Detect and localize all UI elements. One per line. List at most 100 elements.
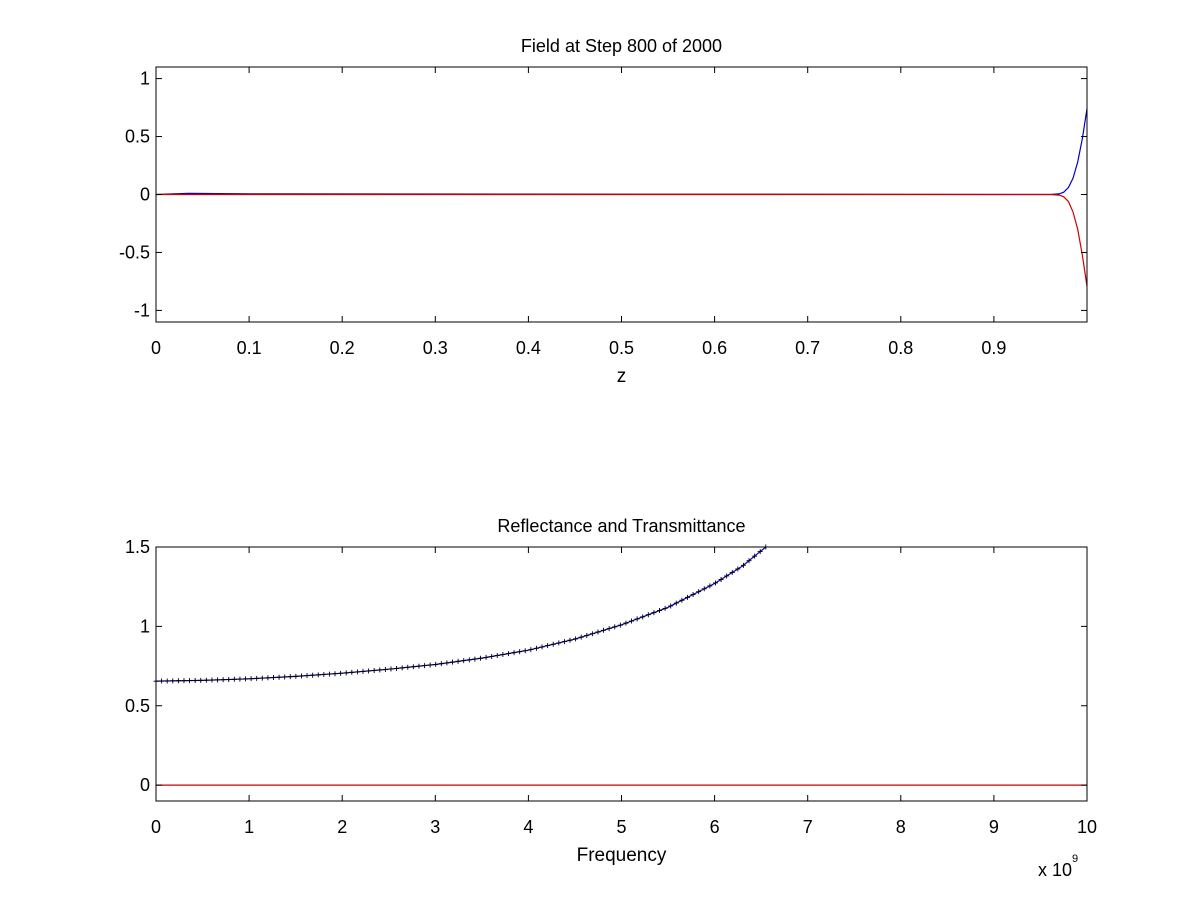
marker-point [310,672,316,678]
marker-point [326,671,332,677]
marker-point [416,663,422,669]
marker-point [556,640,562,646]
marker-point [578,634,584,640]
marker-point [746,558,752,564]
marker-point [354,669,360,675]
marker-point [668,603,674,609]
marker-point [690,592,696,598]
marker-point [243,676,249,682]
x-multiplier-base: x 10 [1038,860,1072,880]
marker-point [444,660,450,666]
marker-point [187,678,193,684]
x-tick-label: 0 [151,817,161,837]
x-tick-label: 6 [710,817,720,837]
marker-point [567,637,573,643]
marker-point [657,608,663,614]
y-tick-label: -0.5 [119,242,150,262]
marker-point [561,639,567,645]
x-tick-label: 0.5 [609,338,634,358]
series-line-0-0 [155,108,1088,196]
marker-point [489,653,495,659]
marker-point [634,616,640,622]
marker-point [315,672,321,678]
x-tick-label: 1 [244,817,254,837]
marker-point [215,677,221,683]
series-line-0-1 [156,193,1088,287]
marker-point [405,664,411,670]
marker-point [388,666,394,672]
x-tick-label: 0.6 [702,338,727,358]
marker-point [455,658,461,664]
x-tick-label: 0.2 [330,338,355,358]
marker-point [505,651,511,657]
x-tick-label: 2 [337,817,347,837]
marker-point [589,631,595,637]
marker-point [718,576,724,582]
marker-point [466,657,472,663]
marker-point [673,600,679,606]
y-tick-label: 1 [140,616,150,636]
marker-point [645,612,651,618]
y-tick-label: 0.5 [125,127,150,147]
marker-point [477,655,483,661]
marker-point [181,678,187,684]
marker-point [254,675,260,681]
marker-point [500,652,506,658]
marker-point [712,580,718,586]
marker-point [276,674,282,680]
marker-point [573,636,579,642]
marker-point [343,670,349,676]
x-tick-label: 0.8 [888,338,913,358]
marker-point [371,667,377,673]
y-tick-label: 1.5 [125,537,150,557]
y-tick-label: 0 [140,185,150,205]
x-tick-label: 3 [430,817,440,837]
marker-point [203,677,209,683]
marker-point [192,677,198,683]
marker-point [528,647,534,653]
x-tick-label: 0.3 [423,338,448,358]
marker-point [517,649,523,655]
marker-point [164,678,170,684]
marker-point [679,597,685,603]
marker-point [338,670,344,676]
marker-point [545,643,551,649]
marker-point [606,626,612,632]
marker-point [282,674,288,680]
x-multiplier-exponent: 9 [1072,853,1078,865]
marker-point [735,566,741,572]
x-tick-label: 9 [989,817,999,837]
marker-point [629,618,635,624]
series-line-1-0 [155,546,767,682]
top-title: Field at Step 800 of 2000 [521,36,722,56]
marker-point [511,650,517,656]
y-tick-label: -1 [134,300,150,320]
marker-point [410,664,416,670]
marker-point [450,659,456,665]
marker-point [757,549,763,555]
marker-point [752,553,758,559]
x-tick-label: 7 [803,817,813,837]
marker-point [304,673,310,679]
y-tick-label: 1 [140,69,150,89]
x-multiplier: x 109 [1038,853,1078,880]
marker-point [349,669,355,675]
marker-point [170,678,176,684]
marker-point [623,620,629,626]
marker-point [433,661,439,667]
marker-point [175,678,181,684]
marker-point [640,614,646,620]
marker-point [601,627,607,633]
marker-point [332,671,338,677]
marker-point [422,663,428,669]
marker-point [270,675,276,681]
marker-point [550,641,556,647]
y-tick-label: 0 [140,775,150,795]
marker-point [293,673,299,679]
marker-point [231,676,237,682]
marker-point [522,648,528,654]
marker-point [287,674,293,680]
x-tick-label: 10 [1077,817,1097,837]
marker-point [248,676,254,682]
